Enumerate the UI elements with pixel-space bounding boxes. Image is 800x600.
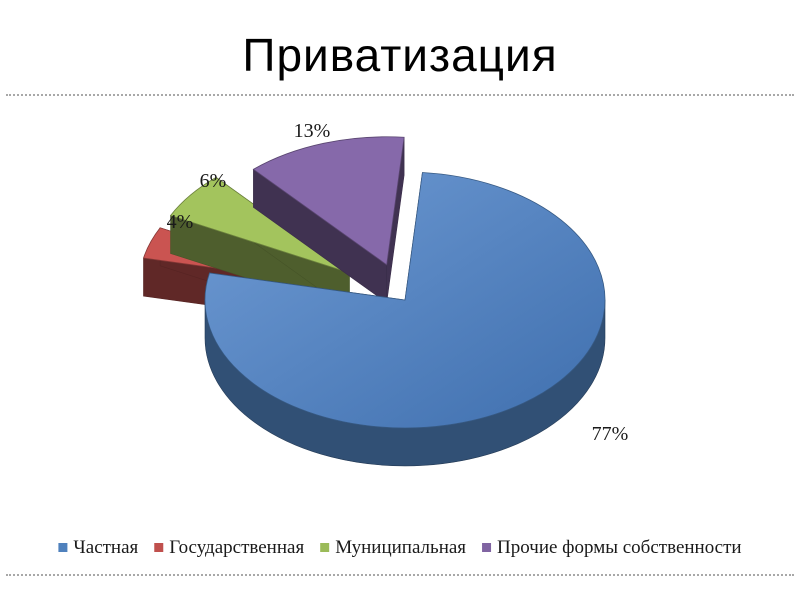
legend-label: Муниципальная — [335, 537, 466, 558]
legend-item-4: Прочие формы собственности — [482, 537, 742, 558]
legend-swatch — [154, 543, 164, 552]
legend-item-1: Частная — [58, 537, 139, 558]
slide-title: Приватизация — [242, 29, 558, 81]
chart-frame — [6, 94, 794, 576]
legend-swatch — [482, 543, 492, 552]
pie-slice-4 — [252, 136, 405, 304]
data-label-3: 6% — [200, 170, 227, 192]
legend-swatch — [58, 543, 68, 552]
pie-slices — [142, 136, 606, 467]
legend-swatch — [320, 543, 330, 552]
legend-item-2: Государственная — [154, 537, 304, 558]
legend: Частная Государственная Муниципальная Прочи… — [58, 537, 742, 558]
data-label-4: 13% — [294, 120, 331, 142]
legend-item-3: Муниципальная — [320, 537, 466, 558]
legend-label: Прочие формы собственности — [497, 537, 742, 558]
legend-label: Частная — [73, 537, 138, 558]
pie-slice-1 — [204, 172, 606, 467]
data-label-1: 77% — [592, 423, 629, 445]
data-label-2: 4% — [167, 211, 194, 233]
legend-label: Государственная — [169, 537, 304, 558]
pie-data-labels: 77% 4% 6% 13% — [167, 120, 629, 445]
